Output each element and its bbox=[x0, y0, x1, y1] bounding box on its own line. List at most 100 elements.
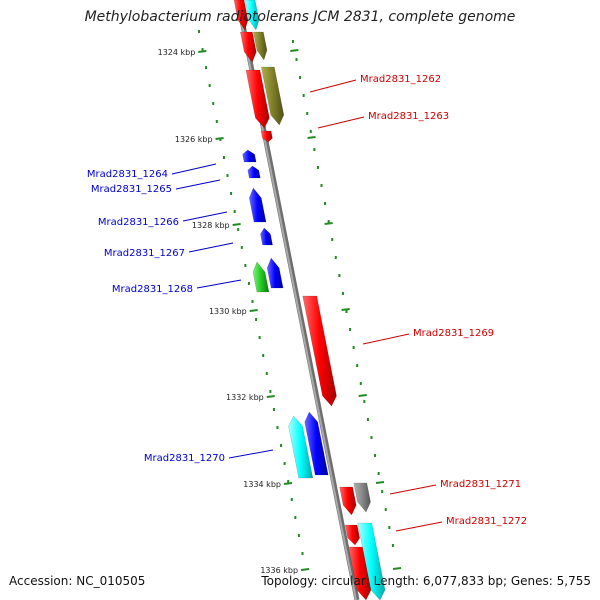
minor-tick bbox=[366, 418, 369, 421]
minor-tick bbox=[301, 552, 304, 555]
gene-feature-partial[interactable] bbox=[240, 31, 257, 63]
tick-label: 1330 kbp bbox=[209, 307, 247, 316]
minor-tick bbox=[208, 84, 211, 87]
minor-tick bbox=[341, 292, 344, 295]
tick-label: 1326 kbp bbox=[175, 135, 213, 144]
major-tick bbox=[249, 309, 258, 312]
gene-leader-line bbox=[395, 521, 443, 532]
gene-feature-gray[interactable] bbox=[353, 482, 371, 513]
gene-label-mrad2831-1271[interactable]: Mrad2831_1271 bbox=[440, 479, 521, 490]
gene-leader-line bbox=[188, 242, 234, 253]
minor-tick bbox=[247, 282, 250, 285]
gene-label-mrad2831-1265[interactable]: Mrad2831_1265 bbox=[91, 184, 172, 195]
minor-tick bbox=[334, 256, 337, 259]
gene-label-mrad2831-1270[interactable]: Mrad2831_1270 bbox=[144, 453, 225, 464]
genome-title: Methylobacterium radiotolerans JCM 2831,… bbox=[84, 9, 516, 25]
major-tick bbox=[358, 394, 367, 397]
minor-tick bbox=[230, 192, 233, 195]
minor-tick bbox=[255, 318, 258, 321]
minor-tick bbox=[276, 426, 279, 429]
minor-tick bbox=[251, 300, 254, 303]
gene-feature-mrad2831-1262[interactable] bbox=[245, 69, 270, 129]
minor-tick bbox=[302, 94, 305, 97]
minor-tick bbox=[212, 102, 215, 105]
gene-feature-small-red[interactable] bbox=[260, 130, 273, 143]
minor-tick bbox=[377, 472, 380, 475]
minor-tick bbox=[320, 184, 323, 187]
minor-tick bbox=[265, 372, 268, 375]
gene-label-mrad2831-1266[interactable]: Mrad2831_1266 bbox=[98, 217, 179, 228]
gene-feature-mrad2831-1270-blue[interactable] bbox=[304, 411, 329, 476]
gene-feature-partial[interactable] bbox=[244, 0, 260, 31]
accession-text: Accession: NC_010505 bbox=[9, 574, 146, 588]
minor-tick bbox=[237, 228, 240, 231]
gene-feature-mrad2831-1271[interactable] bbox=[339, 486, 357, 516]
minor-tick bbox=[287, 480, 290, 483]
gene-feature-mrad2831-1266[interactable] bbox=[249, 187, 267, 223]
gene-label-mrad2831-1264[interactable]: Mrad2831_1264 bbox=[87, 169, 168, 180]
minor-tick bbox=[384, 508, 387, 511]
major-tick bbox=[232, 223, 241, 226]
gene-label-mrad2831-1269[interactable]: Mrad2831_1269 bbox=[413, 328, 494, 339]
gene-leader-line bbox=[182, 211, 228, 222]
gene-feature-mrad2831-1265[interactable] bbox=[247, 165, 261, 179]
minor-tick bbox=[222, 156, 225, 159]
tick-marks: 1324 kbp 1326 kbp 1328 kbp 1330 kbp 1332 kbp… bbox=[158, 30, 402, 575]
tick-label: 1334 kbp bbox=[243, 480, 281, 489]
gene-label-mrad2831-1272[interactable]: Mrad2831_1272 bbox=[446, 516, 527, 527]
gene-leader-line bbox=[171, 163, 217, 175]
gene-label-mrad2831-1263[interactable]: Mrad2831_1263 bbox=[368, 111, 449, 122]
major-tick bbox=[392, 567, 402, 570]
tick-label: 1336 kbp bbox=[260, 566, 298, 575]
minor-tick bbox=[309, 130, 312, 133]
minor-tick bbox=[327, 220, 330, 223]
gene-feature-mrad2831-1270-cyan[interactable] bbox=[288, 415, 314, 479]
gene-feature-mrad2831-1272[interactable] bbox=[344, 524, 360, 546]
gene-feature-mrad2831-1263[interactable] bbox=[260, 66, 285, 126]
topology-text: Topology: circular; Length: 6,077,833 bp… bbox=[261, 574, 591, 588]
minor-tick bbox=[299, 76, 302, 79]
gene-leader-line bbox=[228, 449, 274, 459]
minor-tick bbox=[388, 526, 391, 529]
gene-label-mrad2831-1262[interactable]: Mrad2831_1262 bbox=[360, 74, 441, 85]
gene-labels: Mrad2831_1262 Mrad2831_1263 Mrad2831_1264 M… bbox=[87, 74, 527, 532]
major-tick bbox=[375, 481, 385, 484]
gene-feature-mrad2831-1268-blue[interactable] bbox=[266, 257, 284, 289]
gene-label-mrad2831-1268[interactable]: Mrad2831_1268 bbox=[112, 284, 193, 295]
major-tick bbox=[215, 137, 224, 140]
gene-feature-partial[interactable] bbox=[233, 0, 249, 31]
gene-feature-partial-bottom[interactable] bbox=[348, 546, 372, 600]
major-tick bbox=[307, 136, 316, 139]
major-tick bbox=[300, 568, 310, 571]
gene-feature-mrad2831-1268-green[interactable] bbox=[252, 261, 270, 293]
gene-feature-partial-bottom-cyan[interactable] bbox=[357, 522, 386, 600]
major-tick bbox=[198, 50, 207, 53]
minor-tick bbox=[331, 238, 334, 241]
minor-tick bbox=[269, 390, 272, 393]
gene-feature-mrad2831-1267[interactable] bbox=[260, 227, 273, 246]
gene-leader-line bbox=[317, 116, 365, 129]
gene-label-mrad2831-1267[interactable]: Mrad2831_1267 bbox=[104, 248, 185, 259]
minor-tick bbox=[291, 40, 294, 43]
minor-tick bbox=[219, 138, 222, 141]
tick-label: 1332 kbp bbox=[226, 393, 264, 402]
minor-tick bbox=[233, 210, 236, 213]
minor-tick bbox=[262, 354, 265, 357]
gene-features bbox=[233, 0, 386, 600]
gene-leader-line bbox=[196, 279, 242, 289]
gene-feature-partial[interactable] bbox=[253, 31, 268, 61]
gene-feature-mrad2831-1264[interactable] bbox=[242, 149, 257, 163]
minor-tick bbox=[306, 112, 309, 115]
major-tick bbox=[283, 482, 293, 485]
minor-tick bbox=[290, 498, 293, 501]
minor-tick bbox=[324, 202, 327, 205]
minor-tick bbox=[313, 148, 316, 151]
major-tick bbox=[290, 49, 299, 52]
minor-tick bbox=[391, 544, 394, 547]
minor-tick bbox=[297, 534, 300, 537]
gene-feature-mrad2831-1269[interactable] bbox=[302, 295, 337, 407]
minor-tick bbox=[294, 516, 297, 519]
minor-tick bbox=[381, 490, 384, 493]
minor-tick bbox=[226, 174, 229, 177]
